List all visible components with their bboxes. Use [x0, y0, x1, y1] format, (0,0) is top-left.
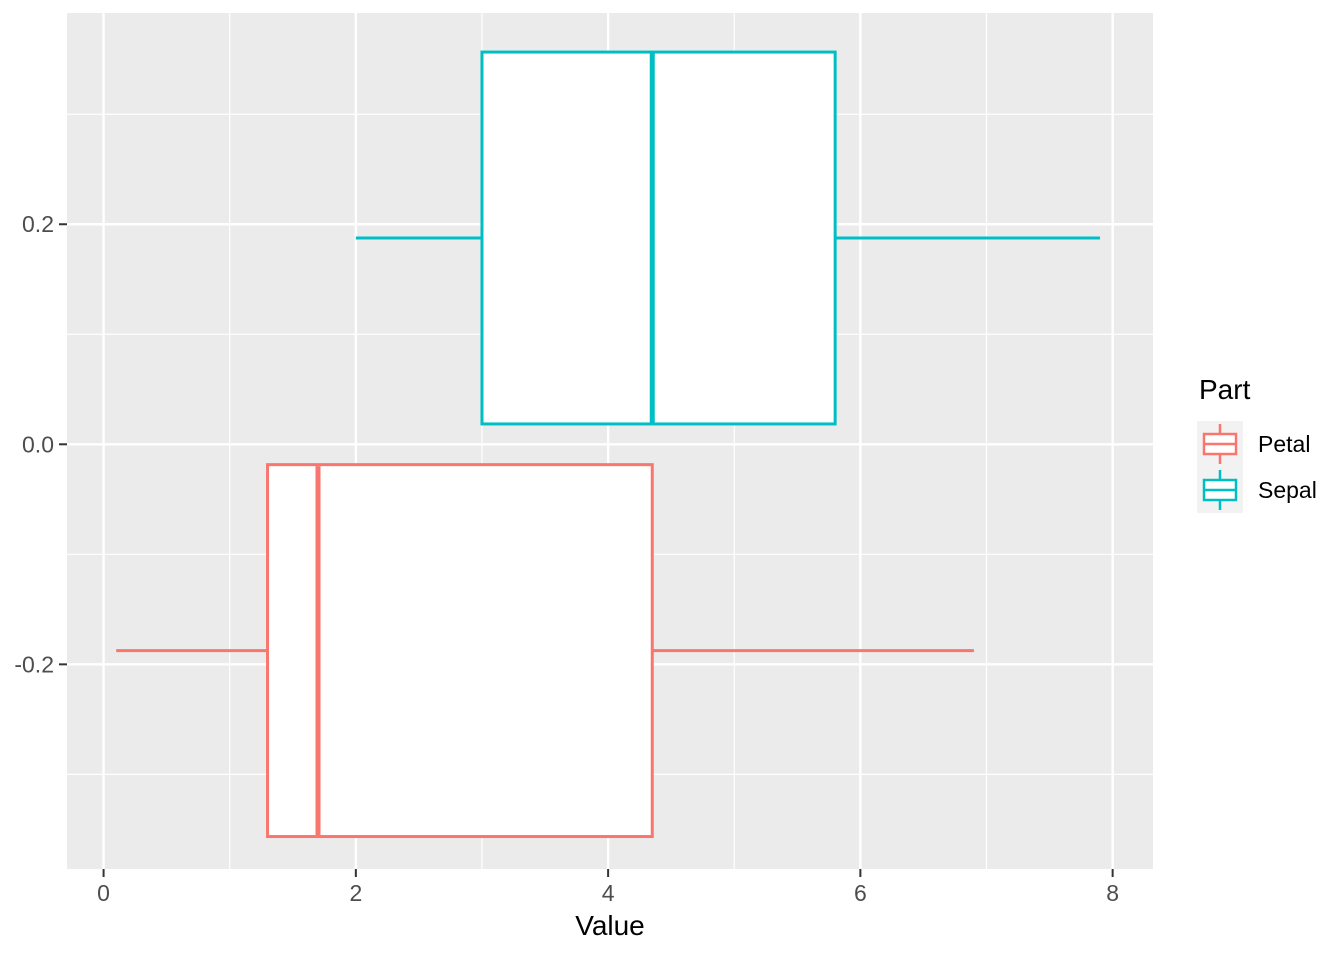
- legend-key-sepal: [1197, 467, 1243, 513]
- legend-title: Part: [1199, 374, 1251, 405]
- y-tick-label: -0.2: [14, 651, 54, 677]
- legend-key-petal: [1197, 421, 1243, 467]
- legend-items: Petal Sepal: [1197, 421, 1317, 513]
- boxplot-petal-box: [266, 463, 654, 839]
- legend-label-petal: Petal: [1258, 430, 1311, 457]
- x-tick-label: 8: [1106, 880, 1119, 906]
- legend-item-sepal: Sepal: [1197, 467, 1317, 513]
- x-axis-title: Value: [575, 910, 645, 941]
- x-tick-label: 2: [349, 880, 362, 906]
- legend-item-petal: Petal: [1197, 421, 1317, 467]
- legend-label-sepal: Sepal: [1258, 476, 1317, 503]
- x-tick-label: 0: [97, 880, 110, 906]
- x-tick-label: 4: [602, 880, 615, 906]
- boxplot-glyph-icon: [1202, 470, 1238, 510]
- x-tick-label: 6: [854, 880, 867, 906]
- legend: Part Petal: [1197, 374, 1317, 513]
- boxplot-sepal-box: [480, 50, 837, 426]
- y-tick-label: 0.0: [22, 431, 54, 457]
- boxplot-glyph-icon: [1202, 424, 1238, 464]
- y-tick-label: 0.2: [22, 211, 54, 237]
